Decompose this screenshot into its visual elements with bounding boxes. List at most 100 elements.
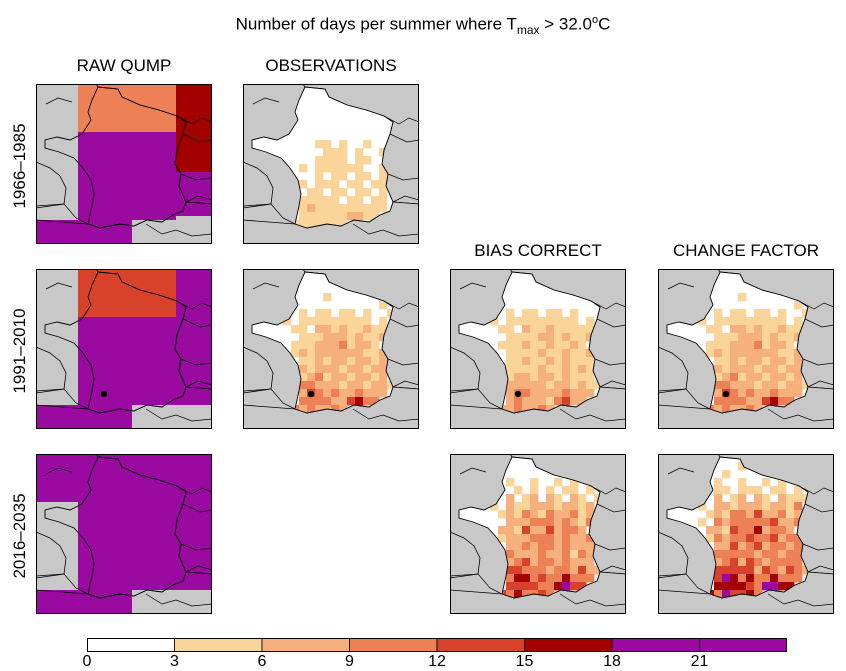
grid-cell <box>506 373 515 382</box>
grid-cell <box>578 494 587 503</box>
grid-cell <box>299 325 308 334</box>
grid-cell <box>746 566 755 575</box>
france-coastline <box>458 271 601 414</box>
border-line-6 <box>352 408 419 422</box>
france-grid <box>667 272 808 413</box>
grid-cell <box>730 309 739 318</box>
border-line-0 <box>176 115 212 125</box>
grid-cell <box>714 397 723 406</box>
grid-cell <box>562 357 571 366</box>
colorbar-segment <box>611 638 700 652</box>
grid-cell <box>299 405 308 413</box>
grid-cell <box>546 317 555 326</box>
border-line-2 <box>180 358 212 366</box>
grid-cell <box>554 518 563 527</box>
grid-cell <box>794 317 803 326</box>
grid-cell <box>347 365 356 374</box>
grid-cell <box>754 502 763 511</box>
grid-cell <box>730 590 739 598</box>
grid-cell <box>371 325 380 334</box>
grid-cell <box>355 196 364 205</box>
grid-cell <box>730 582 739 591</box>
grid-cell <box>730 389 739 398</box>
grid-cell <box>530 518 539 527</box>
grid-cell <box>506 325 515 334</box>
grid-cell <box>754 566 763 575</box>
grid-cell <box>770 389 779 398</box>
grid-cell <box>307 188 316 197</box>
grid-cell <box>762 373 771 382</box>
grid-cell <box>794 518 803 527</box>
map-panel-bias-correct-1991-2010 <box>450 269 626 429</box>
grid-cell <box>714 550 723 559</box>
grid-cell <box>578 550 587 559</box>
grid-cell <box>299 397 308 406</box>
france-coastline <box>44 271 187 414</box>
grid-cell <box>586 558 595 567</box>
column-header-raw-qump: RAW QUMP <box>76 56 172 75</box>
grid-cell <box>762 502 771 511</box>
grid-cell <box>315 204 324 213</box>
grid-cell <box>546 309 555 318</box>
grid-cell <box>514 341 523 350</box>
grid-cell <box>738 341 747 350</box>
grid-cell <box>578 341 587 350</box>
grid-cell <box>379 204 388 213</box>
grid-cell <box>530 534 539 543</box>
grid-cell <box>299 357 308 366</box>
site-marker <box>307 390 315 398</box>
grid-cell <box>738 502 747 511</box>
grid-cell <box>794 365 803 374</box>
grid-cell <box>562 574 571 583</box>
grid-cell <box>371 357 380 366</box>
grid-cell <box>554 550 563 559</box>
grid-cell <box>530 566 539 575</box>
grid-cell <box>538 558 547 567</box>
grid-cell <box>562 582 571 591</box>
grid-cell <box>738 389 747 398</box>
grid-cell <box>522 381 531 390</box>
grid-cell <box>546 534 555 543</box>
grid-cell <box>770 397 779 406</box>
grid-cell <box>570 309 579 318</box>
grid-cell <box>339 325 348 334</box>
grid-cell <box>714 381 723 390</box>
grid-cell <box>738 566 747 575</box>
grid-cell <box>770 510 779 519</box>
colorbar <box>87 638 787 652</box>
grid-cell <box>762 381 771 390</box>
grid-cell <box>722 397 731 406</box>
grid-cell <box>546 333 555 342</box>
border-line-6 <box>352 223 419 237</box>
grid-cell <box>530 341 539 350</box>
grid-cell <box>307 397 316 406</box>
france-grid <box>252 87 393 228</box>
grid-cell <box>762 550 771 559</box>
grid-cell <box>514 486 523 495</box>
grid-cell <box>586 365 595 374</box>
grid-cell <box>762 397 771 406</box>
grid-cell <box>522 566 531 575</box>
grid-cell <box>315 172 324 181</box>
grid-cell <box>522 558 531 567</box>
grid-cell <box>786 534 795 543</box>
grid-cell <box>778 317 787 326</box>
grid-cell <box>594 566 600 575</box>
grid-cell <box>315 373 324 382</box>
grid-cell <box>738 510 747 519</box>
grid-cell <box>570 357 579 366</box>
grid-cell <box>778 349 787 358</box>
grid-cell <box>794 542 803 551</box>
grid-cell <box>355 325 364 334</box>
map-svg <box>658 269 834 429</box>
grid-cell <box>714 534 723 543</box>
border-line-3 <box>599 380 626 388</box>
grid-cell <box>530 389 539 398</box>
grid-cell <box>379 357 388 366</box>
grid-cell <box>331 325 340 334</box>
grid-cell <box>546 590 555 598</box>
border-line-6 <box>559 408 626 422</box>
grid-cell <box>522 494 531 503</box>
border-line-1 <box>804 318 834 328</box>
grid-cell <box>339 309 348 318</box>
